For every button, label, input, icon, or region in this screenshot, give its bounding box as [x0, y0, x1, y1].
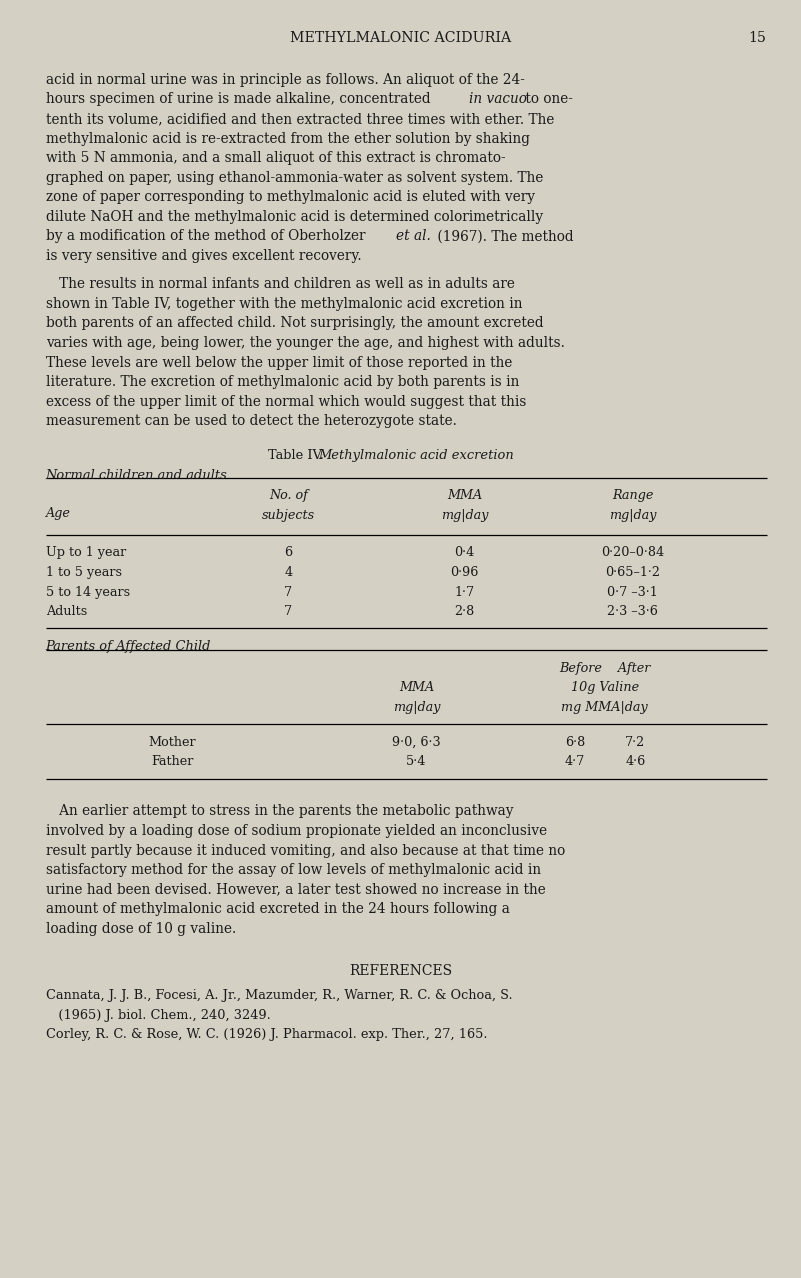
Text: 9·0, 6·3: 9·0, 6·3 — [392, 736, 441, 749]
Text: 7: 7 — [284, 604, 292, 619]
Text: 5 to 14 years: 5 to 14 years — [46, 585, 130, 598]
Text: tenth its volume, acidified and then extracted three times with ether. The: tenth its volume, acidified and then ext… — [46, 112, 554, 127]
Text: (1965) J. biol. Chem., 240, 3249.: (1965) J. biol. Chem., 240, 3249. — [46, 1008, 271, 1021]
Text: mg MMA|day: mg MMA|day — [562, 700, 648, 714]
Text: Adults: Adults — [46, 604, 87, 619]
Text: Normal children and adults: Normal children and adults — [46, 469, 227, 482]
Text: An earlier attempt to stress in the parents the metabolic pathway: An earlier attempt to stress in the pare… — [46, 804, 513, 818]
Text: METHYLMALONIC ACIDURIA: METHYLMALONIC ACIDURIA — [290, 31, 511, 45]
Text: 4·6: 4·6 — [625, 755, 646, 768]
Text: Parents of Affected Child: Parents of Affected Child — [46, 640, 211, 653]
Text: mg|day: mg|day — [609, 509, 657, 521]
Text: 6: 6 — [284, 547, 292, 560]
Text: subjects: subjects — [262, 509, 315, 521]
Text: MMA: MMA — [447, 489, 482, 502]
Text: Range: Range — [612, 489, 654, 502]
Text: REFERENCES: REFERENCES — [349, 965, 452, 978]
Text: to one-: to one- — [521, 92, 574, 106]
Text: with 5 N ammonia, and a small aliquot of this extract is chromato-: with 5 N ammonia, and a small aliquot of… — [46, 151, 505, 165]
Text: literature. The excretion of methylmalonic acid by both parents is in: literature. The excretion of methylmalon… — [46, 374, 519, 389]
Text: The results in normal infants and children as well as in adults are: The results in normal infants and childr… — [46, 277, 514, 291]
Text: both parents of an affected child. Not surprisingly, the amount excreted: both parents of an affected child. Not s… — [46, 317, 543, 331]
Text: 7·2: 7·2 — [625, 736, 646, 749]
Text: 4: 4 — [284, 566, 292, 579]
Text: 1 to 5 years: 1 to 5 years — [46, 566, 122, 579]
Text: varies with age, being lower, the younger the age, and highest with adults.: varies with age, being lower, the younge… — [46, 336, 565, 350]
Text: dilute NaOH and the methylmalonic acid is determined colorimetrically: dilute NaOH and the methylmalonic acid i… — [46, 210, 543, 224]
Text: mg|day: mg|day — [392, 700, 441, 714]
Text: loading dose of 10 g valine.: loading dose of 10 g valine. — [46, 921, 236, 935]
Text: methylmalonic acid is re-extracted from the ether solution by shaking: methylmalonic acid is re-extracted from … — [46, 132, 529, 146]
Text: Methylmalonic acid excretion: Methylmalonic acid excretion — [318, 449, 513, 463]
Text: satisfactory method for the assay of low levels of methylmalonic acid in: satisfactory method for the assay of low… — [46, 863, 541, 877]
Text: Up to 1 year: Up to 1 year — [46, 547, 126, 560]
Text: 0·4: 0·4 — [454, 547, 475, 560]
Text: Cannata, J. J. B., Focesi, A. Jr., Mazumder, R., Warner, R. C. & Ochoa, S.: Cannata, J. J. B., Focesi, A. Jr., Mazum… — [46, 989, 513, 1002]
Text: measurement can be used to detect the heterozygote state.: measurement can be used to detect the he… — [46, 414, 457, 428]
Text: 0·20–0·84: 0·20–0·84 — [602, 547, 664, 560]
Text: amount of methylmalonic acid excreted in the 24 hours following a: amount of methylmalonic acid excreted in… — [46, 902, 509, 916]
Text: 2·8: 2·8 — [454, 604, 475, 619]
Text: in vacuo: in vacuo — [469, 92, 526, 106]
Text: 7: 7 — [284, 585, 292, 598]
Text: 1·7: 1·7 — [454, 585, 475, 598]
Text: acid in normal urine was in principle as follows. An aliquot of the 24-: acid in normal urine was in principle as… — [46, 73, 525, 87]
Text: urine had been devised. However, a later test showed no increase in the: urine had been devised. However, a later… — [46, 883, 545, 897]
Text: 4·7: 4·7 — [565, 755, 586, 768]
Text: Age: Age — [46, 507, 70, 520]
Text: zone of paper corresponding to methylmalonic acid is eluted with very: zone of paper corresponding to methylmal… — [46, 190, 534, 204]
Text: Table IV.: Table IV. — [268, 449, 328, 463]
Text: hours specimen of urine is made alkaline, concentrated: hours specimen of urine is made alkaline… — [46, 92, 435, 106]
Text: 0·65–1·2: 0·65–1·2 — [606, 566, 660, 579]
Text: Corley, R. C. & Rose, W. C. (1926) J. Pharmacol. exp. Ther., 27, 165.: Corley, R. C. & Rose, W. C. (1926) J. Ph… — [46, 1028, 487, 1042]
Text: graphed on paper, using ethanol-ammonia-water as solvent system. The: graphed on paper, using ethanol-ammonia-… — [46, 170, 543, 184]
Text: 6·8: 6·8 — [565, 736, 586, 749]
Text: involved by a loading dose of sodium propionate yielded an inconclusive: involved by a loading dose of sodium pro… — [46, 824, 547, 838]
Text: excess of the upper limit of the normal which would suggest that this: excess of the upper limit of the normal … — [46, 395, 526, 409]
Text: 10g Valine: 10g Valine — [570, 681, 639, 694]
Text: is very sensitive and gives excellent recovery.: is very sensitive and gives excellent re… — [46, 249, 361, 263]
Text: 0·96: 0·96 — [450, 566, 479, 579]
Text: No. of: No. of — [269, 489, 308, 502]
Text: et al.: et al. — [396, 229, 431, 243]
Text: Father: Father — [151, 755, 193, 768]
Text: 2·3 –3·6: 2·3 –3·6 — [607, 604, 658, 619]
Text: Mother: Mother — [148, 736, 196, 749]
Text: result partly because it induced vomiting, and also because at that time no: result partly because it induced vomitin… — [46, 843, 565, 858]
Text: shown in Table IV, together with the methylmalonic acid excretion in: shown in Table IV, together with the met… — [46, 296, 522, 311]
Text: These levels are well below the upper limit of those reported in the: These levels are well below the upper li… — [46, 355, 512, 369]
Text: 5·4: 5·4 — [406, 755, 427, 768]
Text: Before    After: Before After — [559, 662, 650, 675]
Text: by a modification of the method of Oberholzer: by a modification of the method of Oberh… — [46, 229, 369, 243]
Text: mg|day: mg|day — [441, 509, 489, 521]
Text: MMA: MMA — [399, 681, 434, 694]
Text: 15: 15 — [749, 31, 767, 45]
Text: 0·7 –3·1: 0·7 –3·1 — [607, 585, 658, 598]
Text: (1967). The method: (1967). The method — [433, 229, 574, 243]
